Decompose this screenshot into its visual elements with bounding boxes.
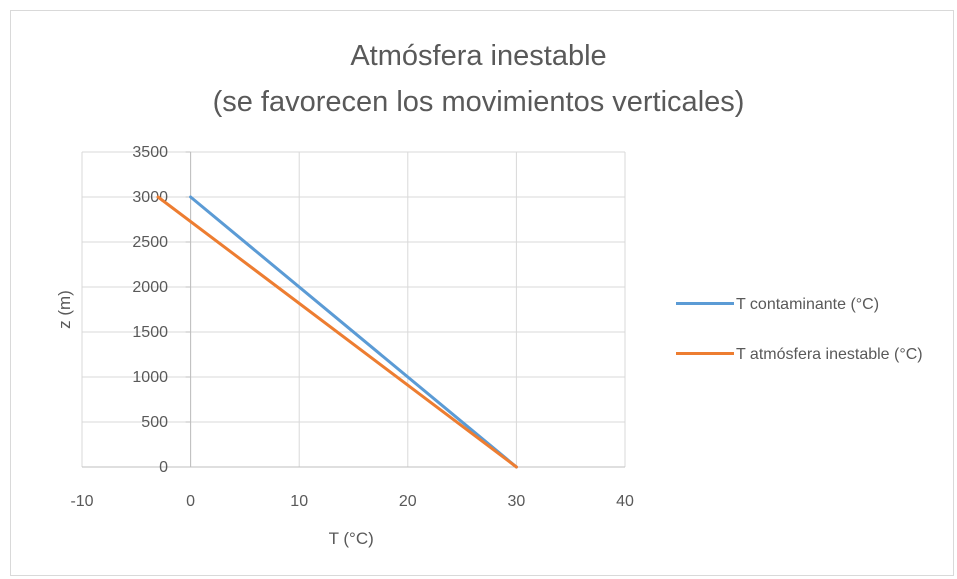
y-tick-label: 500 [141, 414, 168, 431]
y-tick-label: 2500 [132, 234, 168, 251]
x-tick-label: -10 [70, 493, 93, 510]
y-tick-label: 1500 [132, 324, 168, 341]
y-tick-label: 3000 [132, 189, 168, 206]
series-lines [156, 195, 518, 469]
y-axis-title: z (m) [55, 290, 74, 329]
series-line-contaminante [189, 195, 518, 469]
x-tick-label: 20 [399, 493, 417, 510]
chart-subtitle: (se favorecen los movimientos verticales… [212, 86, 745, 118]
y-tick-label: 1000 [132, 369, 168, 386]
x-tick-label: 0 [186, 493, 195, 510]
x-axis-title: T (°C) [329, 529, 374, 548]
chart-frame [10, 10, 954, 576]
series-line-atmosfera [156, 195, 518, 469]
x-tick-label: 30 [508, 493, 526, 510]
x-tick-label: 10 [290, 493, 308, 510]
legend-item-atmosfera: T atmósfera inestable (°C) [676, 343, 946, 367]
legend-item-contaminante: T contaminante (°C) [676, 293, 946, 317]
tick-labels: 0 500 1000 1500 2000 2500 3000 3500 -10 0 10 20 30 40 [70, 144, 634, 510]
chart-title: Atmósfera inestable [350, 40, 607, 72]
y-tick-label: 3500 [132, 144, 168, 161]
y-tick-label: 2000 [132, 279, 168, 296]
x-tick-label: 40 [616, 493, 634, 510]
legend: T contaminante (°C) T atmósfera inestabl… [676, 293, 946, 393]
legend-swatch-orange [676, 352, 734, 355]
axes [82, 151, 625, 468]
legend-label: T contaminante (°C) [736, 296, 880, 313]
legend-swatch-blue [676, 302, 734, 305]
legend-label: T atmósfera inestable (°C) [736, 346, 923, 363]
y-tick-label: 0 [159, 459, 168, 476]
